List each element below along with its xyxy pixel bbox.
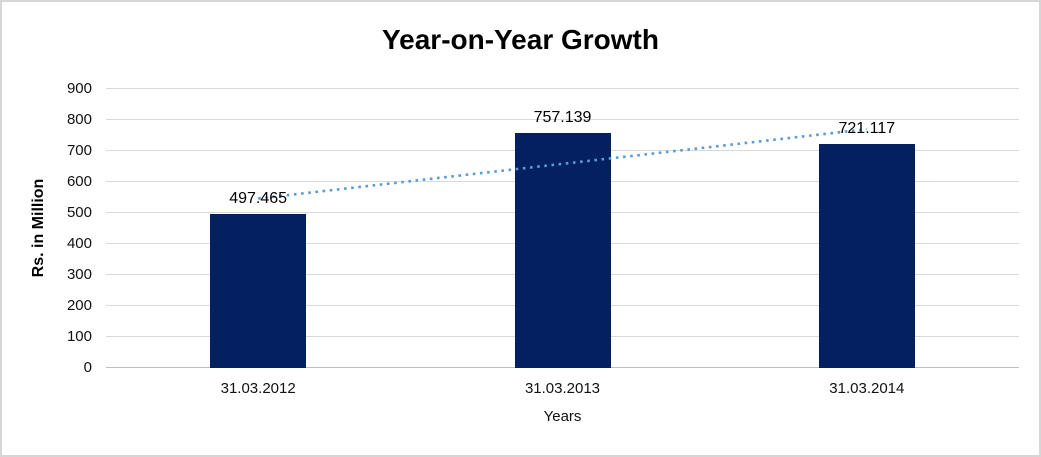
y-tick-label: 200 [66,297,92,314]
y-tick-label: 0 [83,359,92,376]
bar-value-label: 721.117 [838,120,896,138]
x-tick-label: 31.03.2014 [829,380,905,397]
y-tick-label: 700 [66,142,92,159]
bar-value-label: 757.139 [533,109,592,127]
y-tick-label: 300 [66,266,92,283]
x-tick-label: 31.03.2013 [524,380,601,397]
gridline [106,88,1019,89]
gridline [106,119,1019,120]
plot-area: 0 100 200 300 400 500 600 700 800 900 31.03.2012 31… [67,80,1019,397]
x-tick-label: 31.03.2012 [220,380,296,397]
x-axis-title: Years [543,408,582,425]
y-tick-label: 100 [66,328,92,345]
bar [210,213,307,368]
bar [818,144,915,368]
y-tick-label: 900 [66,80,92,97]
y-tick-label: 400 [66,235,92,252]
y-tick-label: 800 [66,111,92,128]
y-tick-label: 600 [66,173,92,190]
y-tick-label: 500 [66,204,92,221]
y-axis-title: Rs. in Million [30,178,47,278]
bar-value-label: 497.465 [229,189,288,207]
bar [514,133,611,368]
chart-title: Year-on-Year Growth [382,24,659,55]
